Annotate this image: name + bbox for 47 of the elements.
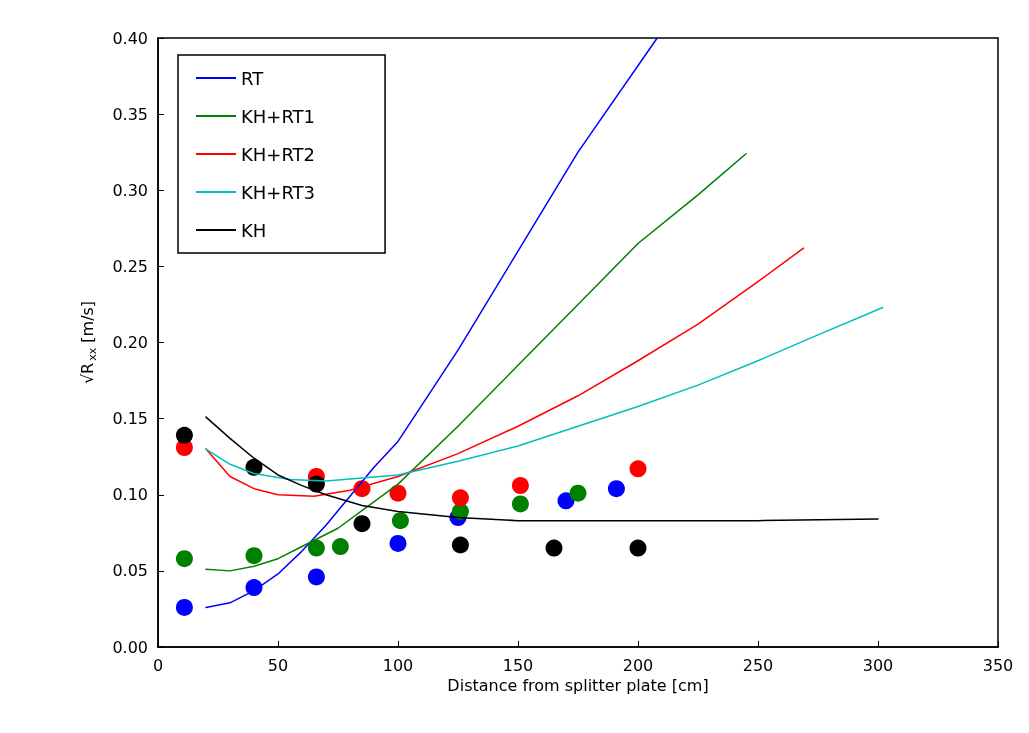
point bbox=[451, 536, 469, 554]
point bbox=[353, 515, 371, 533]
line-series bbox=[205, 37, 658, 609]
point bbox=[629, 460, 647, 478]
legend-label: KH+RT1 bbox=[241, 105, 316, 127]
point bbox=[331, 538, 349, 556]
y-tick-label: 0.05 bbox=[112, 561, 148, 581]
point bbox=[557, 492, 575, 510]
point bbox=[569, 484, 587, 502]
point bbox=[451, 489, 469, 507]
point bbox=[545, 539, 563, 557]
point bbox=[175, 426, 193, 444]
x-tick-label: 300 bbox=[862, 655, 894, 675]
line-series bbox=[205, 247, 805, 498]
y-tick-label: 0.40 bbox=[112, 28, 148, 48]
y-tick-label: 0.30 bbox=[112, 180, 148, 200]
x-tick-label: 150 bbox=[502, 655, 534, 675]
y-tick-label: 0.20 bbox=[112, 333, 148, 352]
x-tick-label: 350 bbox=[982, 655, 1014, 675]
point bbox=[389, 484, 407, 502]
y-tick-label: 0.15 bbox=[112, 409, 148, 429]
y-axis-title: √Rxx [m/s] bbox=[78, 300, 99, 385]
y-tick-label: 0.00 bbox=[112, 637, 148, 657]
x-tick-label: 50 bbox=[267, 655, 289, 675]
point bbox=[307, 539, 325, 557]
point bbox=[175, 598, 193, 616]
legend-label: KH bbox=[241, 219, 267, 241]
point bbox=[511, 477, 529, 495]
x-tick-label: 0 bbox=[152, 655, 164, 675]
point bbox=[629, 539, 647, 557]
point bbox=[245, 547, 263, 565]
x-axis-title: Distance from splitter plate [cm] bbox=[447, 676, 709, 696]
point bbox=[391, 512, 409, 530]
x-tick-label: 100 bbox=[382, 655, 414, 675]
point bbox=[307, 568, 325, 586]
point bbox=[175, 550, 193, 568]
legend-label: KH+RT3 bbox=[241, 181, 316, 203]
y-tick-label: 0.35 bbox=[112, 104, 148, 124]
point bbox=[389, 534, 407, 552]
y-tick-label: 0.25 bbox=[112, 256, 148, 276]
point bbox=[607, 480, 625, 498]
point bbox=[511, 495, 529, 513]
legend-label: KH+RT2 bbox=[241, 143, 316, 165]
y-tick-label: 0.10 bbox=[112, 485, 148, 505]
x-tick-label: 250 bbox=[742, 655, 774, 675]
x-tick-label: 200 bbox=[622, 655, 654, 675]
legend-label: RT bbox=[241, 67, 265, 89]
